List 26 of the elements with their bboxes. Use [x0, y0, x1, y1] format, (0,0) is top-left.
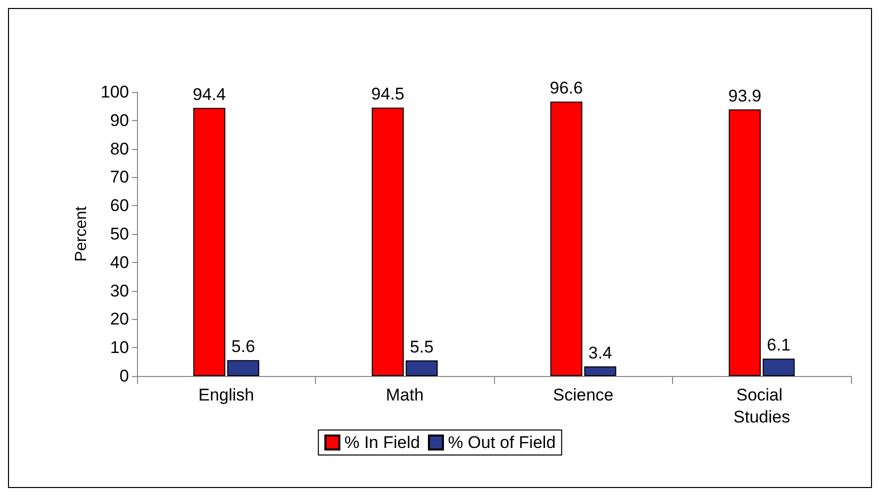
x-tick-label: Social Studies — [733, 386, 790, 426]
y-tick-label: 50 — [110, 224, 129, 244]
legend-label: % In Field — [344, 433, 420, 452]
data-label: 96.6 — [550, 78, 583, 98]
y-tick-label: 90 — [110, 110, 129, 130]
y-tick-label: 20 — [110, 310, 129, 329]
y-tick-label: 40 — [110, 252, 129, 272]
legend-label: % Out of Field — [448, 433, 556, 452]
data-label: 5.5 — [410, 337, 434, 356]
y-tick-label: 60 — [110, 196, 129, 216]
y-tick-label: 80 — [110, 139, 129, 158]
y-tick-label: 0 — [120, 366, 129, 386]
data-label: 5.6 — [231, 337, 256, 356]
data-label: 3.4 — [588, 343, 612, 362]
data-label: 94.5 — [371, 84, 404, 104]
y-axis-title: Percent — [73, 206, 90, 262]
data-label: 93.9 — [728, 86, 762, 106]
y-tick-label: 100 — [100, 82, 129, 102]
x-tick-label: English — [198, 386, 254, 404]
x-tick-label: Math — [386, 386, 424, 404]
data-label: 6.1 — [766, 336, 791, 355]
x-tick-label: Science — [553, 386, 614, 404]
data-label: 94.4 — [192, 84, 226, 104]
y-tick-label: 10 — [110, 338, 129, 358]
y-tick-label: 30 — [110, 281, 129, 300]
y-tick-label: 70 — [110, 168, 129, 187]
